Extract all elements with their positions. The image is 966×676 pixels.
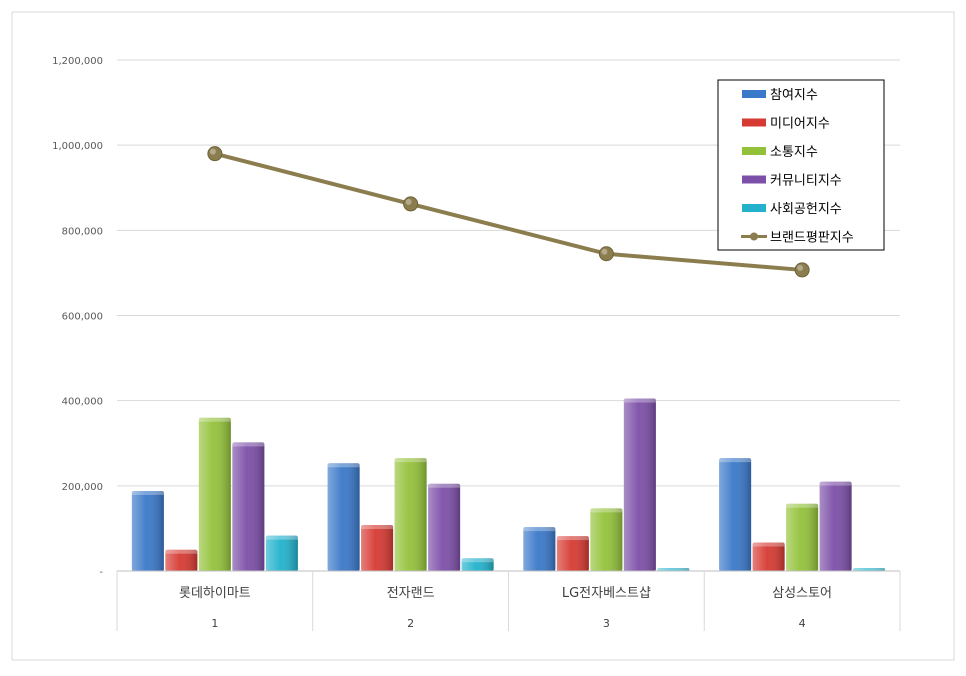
legend-swatch (742, 175, 766, 184)
bar-shading (523, 527, 556, 571)
bar-shading (623, 398, 656, 571)
line-marker (794, 262, 810, 278)
legend-label: 커뮤니티지수 (770, 174, 842, 189)
bar-top-highlight (786, 503, 819, 508)
bar-shading (590, 508, 623, 571)
legend-swatch (742, 204, 766, 212)
bar-top-highlight (165, 549, 198, 554)
bar-top-highlight (719, 458, 752, 463)
y-tick-label: - (99, 567, 103, 578)
bar-top-highlight (265, 535, 298, 540)
bar-top-highlight (131, 490, 164, 495)
y-tick-label: 800,000 (62, 226, 103, 237)
bar-shading (819, 481, 852, 571)
bar-shading (657, 568, 690, 571)
bar-top-highlight (752, 542, 785, 547)
bar-shading (265, 535, 298, 571)
bar-shading (719, 458, 752, 571)
x-index-label: 4 (799, 617, 806, 630)
bars (131, 398, 886, 571)
legend-swatch (742, 147, 766, 155)
bar-top-highlight (819, 481, 852, 486)
y-tick-label: 1,000,000 (52, 141, 103, 152)
bar-shading (556, 536, 589, 571)
line-marker-highlight (209, 148, 216, 155)
bar-shading (198, 417, 231, 571)
line-series (214, 151, 803, 272)
bar-shading (232, 442, 265, 571)
legend-label: 참여지수 (770, 88, 818, 103)
line-marker (598, 246, 614, 262)
bar-shading (131, 490, 164, 571)
x-category-label: LG전자베스트샵 (562, 586, 651, 601)
line-marker (207, 146, 223, 162)
x-category-label: 롯데하이마트 (179, 586, 251, 601)
bar-top-highlight (556, 536, 589, 541)
bar-shading (327, 463, 360, 571)
line-marker-highlight (405, 198, 412, 205)
x-index-label: 1 (211, 617, 218, 630)
legend-label: 소통지수 (770, 145, 818, 160)
x-index-label: 2 (407, 617, 414, 630)
bar-top-highlight (853, 568, 886, 571)
bar-shading (361, 525, 394, 571)
y-tick-label: 400,000 (62, 397, 103, 408)
line-marker-highlight (797, 264, 804, 271)
bar-top-highlight (394, 458, 427, 463)
bar-shading (853, 568, 886, 571)
legend-swatch (742, 118, 766, 127)
line-marker-highlight (601, 248, 608, 255)
bar-shading (786, 503, 819, 571)
y-tick-label: 600,000 (62, 312, 103, 323)
legend-swatch (742, 90, 766, 98)
line-marker (403, 196, 419, 212)
brand-index-line (207, 146, 810, 278)
bar-top-highlight (657, 568, 690, 571)
bar-top-highlight (361, 525, 394, 530)
x-category-label: 전자랜드 (387, 586, 435, 601)
legend-box (717, 79, 885, 251)
bar-top-highlight (232, 442, 265, 447)
category-axis: 롯데하이마트 1 전자랜드 2 LG전자베스트샵 3 삼성스토어 4 (116, 570, 901, 631)
y-tick-label: 1,200,000 (52, 56, 103, 67)
x-category-label: 삼성스토어 (772, 586, 832, 601)
bar-top-highlight (198, 417, 231, 422)
bar-shading (752, 542, 785, 571)
legend-label: 브랜드평판지수 (770, 231, 854, 246)
bar-top-highlight (590, 508, 623, 513)
bar-top-highlight (461, 558, 494, 563)
bar-shading (461, 558, 494, 571)
bar-top-highlight (428, 483, 461, 488)
legend-marker (750, 232, 758, 241)
legend-label: 미디어지수 (770, 117, 830, 132)
x-index-label: 3 (603, 617, 610, 630)
y-axis-ticks: - 200,000 400,000 600,000 800,000 1,000,000 1,… (52, 56, 103, 578)
y-tick-label: 200,000 (62, 482, 103, 493)
bar-top-highlight (523, 527, 556, 532)
bar-top-highlight (623, 398, 656, 403)
bar-shading (428, 483, 461, 571)
bar-shading (165, 549, 198, 571)
bar-shading (394, 458, 427, 571)
legend-label: 사회공헌지수 (770, 202, 842, 217)
bar-top-highlight (327, 463, 360, 468)
